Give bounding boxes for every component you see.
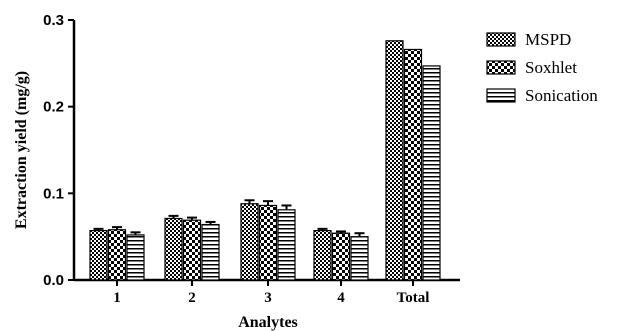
- y-tick-label: 0.0: [43, 272, 64, 289]
- x-tick-label: 1: [113, 290, 121, 306]
- bars: [89, 40, 441, 281]
- x-tick-label: 3: [264, 290, 272, 306]
- bar-sonication-1: [126, 234, 145, 281]
- legend-label: Sonication: [525, 86, 598, 105]
- bar-mspd-total: [385, 40, 404, 281]
- bar-sonication-4: [350, 236, 369, 281]
- legend-label: MSPD: [525, 30, 571, 49]
- bar-sonication-3: [277, 209, 296, 281]
- y-tick-label: 0.2: [43, 99, 64, 116]
- legend-swatch: [486, 88, 516, 103]
- y-axis-title: Extraction yield (mg/g): [13, 71, 30, 229]
- legend: MSPD Soxhlet Sonication: [486, 30, 598, 105]
- bar-mspd-2: [164, 217, 183, 281]
- bar-sonication-2: [201, 223, 220, 281]
- bar-mspd-4: [313, 230, 332, 281]
- y-axis: 0.0 0.1 0.2 0.3: [43, 12, 76, 289]
- x-tick-label: 4: [337, 290, 345, 306]
- y-tick-label: 0.3: [43, 12, 64, 29]
- y-ticks: 0.0 0.1 0.2 0.3: [43, 12, 74, 289]
- x-ticks: 1 2 3 4 Total: [113, 280, 429, 306]
- legend-label: Soxhlet: [525, 58, 577, 77]
- bar-soxhlet-4: [331, 232, 351, 281]
- x-axis: 1 2 3 4 Total: [74, 278, 460, 306]
- bar-mspd-3: [240, 203, 259, 281]
- legend-swatch: [486, 32, 516, 47]
- x-tick-label: Total: [397, 290, 430, 306]
- legend-swatch: [486, 60, 516, 75]
- bar-sonication-total: [422, 65, 441, 281]
- x-axis-title: Analytes: [238, 314, 298, 331]
- bar-soxhlet-3: [258, 204, 278, 281]
- x-tick-label: 2: [188, 290, 196, 306]
- bar-mspd-1: [89, 230, 108, 281]
- y-tick-label: 0.1: [43, 185, 64, 202]
- bar-soxhlet-total: [403, 48, 423, 281]
- bar-soxhlet-1: [107, 229, 127, 281]
- bar-soxhlet-2: [182, 219, 202, 281]
